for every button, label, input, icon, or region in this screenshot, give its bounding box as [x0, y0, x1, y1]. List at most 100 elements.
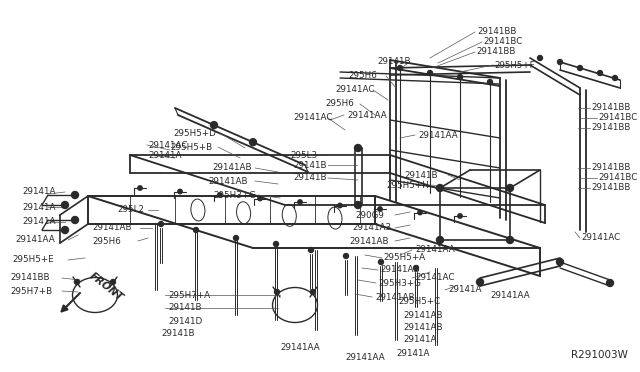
Circle shape	[308, 247, 314, 253]
Circle shape	[488, 80, 493, 84]
Text: 29141AA: 29141AA	[15, 235, 55, 244]
Circle shape	[607, 279, 614, 286]
Text: FRONT: FRONT	[88, 271, 125, 303]
Circle shape	[344, 253, 349, 259]
Text: 29141B: 29141B	[404, 170, 438, 180]
Text: 295H5+H: 295H5+H	[386, 180, 429, 189]
Circle shape	[612, 76, 618, 80]
Text: 29141AB: 29141AB	[92, 224, 131, 232]
Text: 295H5+D: 295H5+D	[173, 128, 216, 138]
Text: 29141BB: 29141BB	[591, 103, 630, 112]
Text: 29141AB: 29141AB	[380, 266, 419, 275]
Text: 29141A: 29141A	[396, 349, 429, 357]
Circle shape	[61, 202, 68, 208]
Text: 29141A3: 29141A3	[352, 224, 391, 232]
Text: 290G9: 290G9	[355, 211, 384, 219]
Text: 29141AB: 29141AB	[208, 176, 248, 186]
Text: 29141AA: 29141AA	[418, 131, 458, 140]
Circle shape	[458, 214, 462, 218]
Circle shape	[298, 200, 302, 204]
Circle shape	[310, 289, 316, 295]
Text: 29141AC: 29141AC	[415, 273, 454, 282]
Circle shape	[577, 65, 582, 71]
Text: 295H3+G: 295H3+G	[213, 190, 256, 199]
Text: 295H5+B: 295H5+B	[170, 142, 212, 151]
Text: 29141A: 29141A	[22, 202, 56, 212]
Circle shape	[193, 228, 198, 232]
Text: 29141A: 29141A	[22, 187, 56, 196]
Circle shape	[598, 71, 602, 76]
Circle shape	[397, 65, 403, 71]
Circle shape	[428, 71, 433, 76]
Text: 29141BC: 29141BC	[598, 113, 637, 122]
Circle shape	[338, 203, 342, 208]
Circle shape	[557, 60, 563, 64]
Text: 295L2: 295L2	[117, 205, 144, 215]
Circle shape	[111, 279, 115, 285]
Text: 29141BB: 29141BB	[10, 273, 49, 282]
Text: 29141BB: 29141BB	[591, 164, 630, 173]
Text: 29141AB: 29141AB	[349, 237, 388, 246]
Circle shape	[413, 266, 419, 270]
Circle shape	[218, 193, 222, 197]
Text: 295H3+G: 295H3+G	[378, 279, 421, 288]
Text: 29141A: 29141A	[448, 285, 481, 295]
Text: 29141BB: 29141BB	[591, 183, 630, 192]
Circle shape	[250, 139, 257, 146]
Circle shape	[211, 122, 218, 129]
Text: 29141AA: 29141AA	[345, 353, 385, 362]
Text: 29141AA: 29141AA	[415, 246, 455, 254]
Text: 29141BB: 29141BB	[591, 124, 630, 132]
Text: 295H5+E: 295H5+E	[12, 256, 54, 264]
Text: 29141AA: 29141AA	[347, 110, 387, 119]
Text: 295L3: 295L3	[290, 151, 317, 160]
Text: 29141AB: 29141AB	[403, 324, 442, 333]
Text: 29141BC: 29141BC	[598, 173, 637, 183]
Circle shape	[74, 279, 79, 285]
Text: 29141AB: 29141AB	[403, 311, 442, 320]
Text: 29141B: 29141B	[293, 173, 326, 183]
Text: 29141B: 29141B	[161, 330, 195, 339]
Text: R291003W: R291003W	[571, 350, 628, 360]
Text: 29141AC: 29141AC	[581, 234, 620, 243]
Circle shape	[506, 237, 513, 244]
Text: 29141A: 29141A	[403, 336, 436, 344]
Text: 295H5+A: 295H5+A	[383, 253, 425, 263]
Circle shape	[72, 192, 79, 199]
Circle shape	[506, 185, 513, 192]
Text: 29141B: 29141B	[377, 58, 410, 67]
Text: 29141A: 29141A	[148, 151, 182, 160]
Text: 295H5+F: 295H5+F	[494, 61, 534, 70]
Circle shape	[378, 207, 382, 211]
Circle shape	[258, 196, 262, 201]
Circle shape	[138, 186, 142, 190]
Text: 29141AA: 29141AA	[490, 291, 530, 299]
Circle shape	[458, 74, 463, 80]
Text: 29141B: 29141B	[168, 304, 202, 312]
Text: 295H7+B: 295H7+B	[10, 286, 52, 295]
Circle shape	[355, 144, 362, 151]
Text: 29141AB: 29141AB	[375, 292, 415, 301]
Text: 29141BC: 29141BC	[483, 38, 522, 46]
Circle shape	[477, 279, 483, 285]
Text: 29141B: 29141B	[293, 160, 326, 170]
Text: 295H6: 295H6	[348, 71, 377, 80]
Circle shape	[436, 237, 444, 244]
Circle shape	[436, 185, 444, 192]
Text: 29141BB: 29141BB	[476, 48, 515, 57]
Circle shape	[275, 289, 280, 295]
Text: 29141D: 29141D	[168, 317, 202, 326]
Circle shape	[557, 259, 563, 266]
Circle shape	[273, 241, 278, 247]
Text: 295H6: 295H6	[325, 99, 354, 109]
Circle shape	[72, 217, 79, 224]
Text: 295H5+C: 295H5+C	[398, 298, 440, 307]
Circle shape	[178, 189, 182, 194]
Text: 29141AB: 29141AB	[212, 164, 252, 173]
Circle shape	[61, 227, 68, 234]
Text: 29141BB: 29141BB	[477, 28, 516, 36]
Text: 29141AC: 29141AC	[335, 86, 374, 94]
Text: 29141A: 29141A	[22, 218, 56, 227]
Circle shape	[538, 55, 543, 61]
Text: 29141AC: 29141AC	[293, 113, 333, 122]
